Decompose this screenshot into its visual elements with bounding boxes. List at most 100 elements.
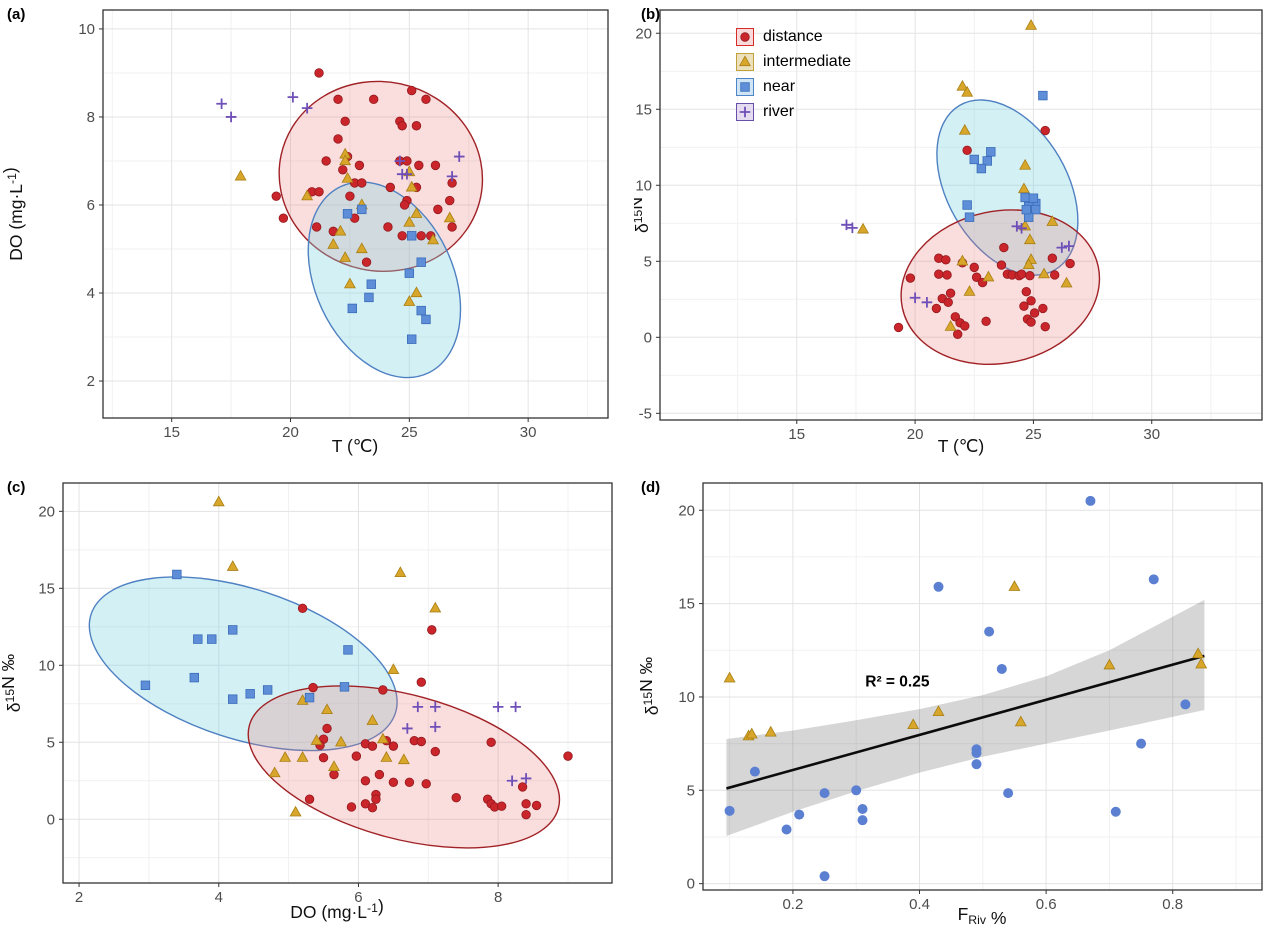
data-point xyxy=(1180,699,1191,710)
y-axis-title: δ15N ‰ xyxy=(0,653,24,712)
data-point xyxy=(857,222,870,234)
data-point xyxy=(357,204,367,215)
axis-ticks: 2 4 6 8 0 5 10 15 20 xyxy=(38,503,502,906)
y-tick-label: 0 xyxy=(687,876,695,893)
data-point xyxy=(971,759,982,770)
data-point xyxy=(351,751,362,761)
y-axis-title: DO (mg·L-1) xyxy=(0,167,26,261)
data-point xyxy=(943,297,953,308)
data-point xyxy=(933,581,944,592)
data-point xyxy=(327,237,340,249)
data-point xyxy=(1014,715,1027,727)
data-point xyxy=(427,233,440,245)
data-point xyxy=(314,68,324,78)
data-point xyxy=(361,257,372,267)
legend-key-near-icon xyxy=(736,77,754,96)
data-point xyxy=(212,495,225,507)
panel-border xyxy=(702,482,1263,891)
data-point xyxy=(245,689,255,699)
data-point xyxy=(429,721,441,733)
data-point xyxy=(740,31,750,42)
data-point xyxy=(996,663,1007,674)
data-point xyxy=(740,81,750,92)
data-point xyxy=(189,672,200,683)
data-point xyxy=(318,752,329,763)
data-point xyxy=(374,769,385,780)
data-point xyxy=(228,694,238,704)
data-point xyxy=(1065,258,1075,269)
data-point xyxy=(321,703,334,715)
data-point xyxy=(343,277,356,289)
data-point xyxy=(781,824,792,835)
data-point xyxy=(1031,204,1041,215)
panel-c-chart: 2 4 6 8 0 5 10 15 20 DO (mg·L-1) δ15N ‰ xyxy=(0,482,613,922)
data-point xyxy=(380,751,393,762)
data-point xyxy=(357,178,367,188)
data-point xyxy=(971,272,982,282)
river-symbol-icon xyxy=(739,106,751,117)
y-tick-label: 15 xyxy=(38,580,55,597)
data-point xyxy=(1026,317,1036,327)
data-point xyxy=(388,777,399,788)
data-point xyxy=(1022,258,1035,270)
gridlines-major xyxy=(703,483,1262,890)
data-point xyxy=(931,303,942,314)
data-point xyxy=(416,305,426,316)
data-point xyxy=(996,260,1007,270)
data-point xyxy=(952,329,963,339)
data-point xyxy=(745,727,758,739)
points-intermediate xyxy=(212,495,442,817)
data-point xyxy=(366,714,379,725)
data-point xyxy=(410,207,423,218)
data-point xyxy=(1195,657,1208,669)
data-point xyxy=(397,231,407,241)
data-point xyxy=(387,663,400,675)
data-point xyxy=(225,111,237,123)
x-tick-label: 4 xyxy=(215,889,223,906)
data-point xyxy=(405,180,418,192)
data-point xyxy=(921,297,933,308)
panel-a-label: (a) xyxy=(7,6,26,23)
data-point xyxy=(950,312,961,322)
points-distance xyxy=(297,603,573,820)
data-point xyxy=(310,734,323,745)
y-tick-label: 0 xyxy=(644,329,652,346)
data-point xyxy=(956,254,969,266)
data-point xyxy=(366,279,377,289)
legend-key-river-icon xyxy=(736,102,754,121)
data-point xyxy=(1025,271,1035,281)
data-point xyxy=(401,168,413,180)
x-axis-title: T (℃) xyxy=(938,436,985,456)
data-point xyxy=(1103,658,1116,670)
data-point xyxy=(429,601,442,613)
data-point xyxy=(445,195,455,206)
data-point xyxy=(960,321,970,331)
data-point xyxy=(216,98,227,110)
data-point xyxy=(304,794,315,804)
data-point xyxy=(430,160,441,171)
x-axis-title: FRiv % xyxy=(958,904,1007,928)
distance-symbol-icon xyxy=(740,31,750,42)
data-point xyxy=(1021,286,1032,297)
data-point xyxy=(268,766,281,778)
data-point xyxy=(958,123,971,135)
data-point xyxy=(321,156,331,166)
data-point xyxy=(521,799,531,809)
data-point xyxy=(410,286,423,298)
confidence-ellipse-near xyxy=(307,181,462,379)
data-point xyxy=(1046,215,1059,226)
data-point xyxy=(421,314,431,325)
data-point xyxy=(1008,580,1021,591)
data-point xyxy=(371,794,381,804)
points-near xyxy=(140,569,353,704)
data-point xyxy=(403,215,416,227)
data-point xyxy=(394,155,406,167)
points-intermediate xyxy=(723,580,1208,741)
data-point xyxy=(749,766,760,777)
data-point xyxy=(764,725,777,737)
data-point xyxy=(278,213,289,223)
axis-ticks: 15 20 25 30 2 4 6 8 10 xyxy=(78,21,536,441)
data-point xyxy=(847,222,858,234)
confidence-band xyxy=(726,599,1205,837)
data-point xyxy=(1136,738,1147,749)
